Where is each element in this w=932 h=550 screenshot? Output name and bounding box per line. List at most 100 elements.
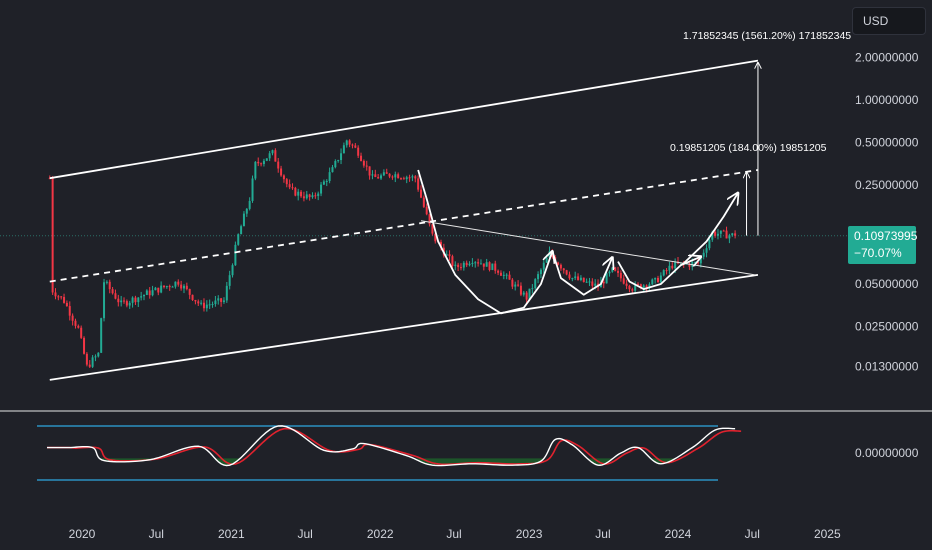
candle-body xyxy=(608,271,611,274)
candle-body xyxy=(334,161,337,168)
candle-body xyxy=(245,208,248,214)
candle-body xyxy=(668,265,671,271)
x-tick-label: 2022 xyxy=(367,527,394,541)
candle-body xyxy=(474,262,477,264)
candle-body xyxy=(425,206,428,215)
candle-body xyxy=(111,289,114,294)
x-tick-label: 2023 xyxy=(516,527,543,541)
downtrend-line[interactable] xyxy=(420,220,756,276)
cup-curve-1[interactable] xyxy=(417,169,552,315)
candle-body xyxy=(128,302,131,306)
candle-body xyxy=(662,270,665,276)
candle-body xyxy=(300,191,303,197)
candle-body xyxy=(385,172,388,174)
candle-body xyxy=(134,297,137,303)
candle-body xyxy=(271,150,274,154)
candle-body xyxy=(91,357,94,367)
x-tick-label: 2024 xyxy=(665,527,692,541)
price-candles xyxy=(48,139,737,369)
candle-body xyxy=(585,281,588,283)
candle-body xyxy=(60,296,63,298)
y-tick-label: 2.00000000 xyxy=(855,50,919,64)
candle-body xyxy=(83,337,86,354)
candle-body xyxy=(579,277,582,280)
candle-body xyxy=(248,200,251,209)
candle-body xyxy=(479,263,482,265)
channel-lower-line[interactable] xyxy=(49,273,759,381)
candle-body xyxy=(57,296,60,298)
candle-body xyxy=(414,176,417,179)
candle-body xyxy=(451,256,454,266)
candle-body xyxy=(305,194,308,199)
candle-body xyxy=(482,263,485,267)
x-tick-label: Jul xyxy=(595,527,610,541)
candle-body xyxy=(354,145,357,148)
candle-body xyxy=(374,174,377,178)
candle-body xyxy=(151,290,154,296)
candle-body xyxy=(400,178,403,180)
candle-body xyxy=(197,301,200,304)
candle-body xyxy=(100,318,103,353)
candle-body xyxy=(497,270,500,273)
candle-body xyxy=(191,294,194,301)
candle-body xyxy=(594,283,597,286)
candle-body xyxy=(351,144,354,146)
candle-body xyxy=(331,167,334,173)
candle-body xyxy=(471,262,474,264)
candle-body xyxy=(360,155,363,161)
candle-body xyxy=(528,288,531,300)
candle-body xyxy=(180,284,183,289)
candle-body xyxy=(225,285,228,301)
y-tick-label: 1.00000000 xyxy=(855,93,919,107)
axes: 2.00000000 1.00000000 0.50000000 0.25000000… xyxy=(69,50,919,541)
candle-body xyxy=(202,302,205,309)
candle-body xyxy=(251,178,254,201)
candle-body xyxy=(591,281,594,286)
candle-body xyxy=(297,191,300,196)
candle-body xyxy=(302,196,305,199)
candle-body xyxy=(68,306,71,316)
candle-body xyxy=(177,281,180,285)
candle-body xyxy=(205,304,208,309)
candle-body xyxy=(51,178,54,293)
candle-body xyxy=(277,161,280,169)
candle-body xyxy=(711,231,714,240)
candle-body xyxy=(328,172,331,182)
candle-body xyxy=(257,161,260,164)
candle-body xyxy=(120,300,123,303)
y-tick-label: 0.25000000 xyxy=(855,178,919,192)
candle-body xyxy=(659,275,662,283)
cup-curve-3[interactable] xyxy=(617,257,701,291)
candle-body xyxy=(439,241,442,248)
candle-body xyxy=(477,262,480,264)
candle-body xyxy=(702,252,705,257)
cup-curve-2[interactable] xyxy=(551,251,612,296)
candle-body xyxy=(522,292,525,295)
candle-body xyxy=(94,356,97,358)
y-tick-label: 0.50000000 xyxy=(855,136,919,150)
x-tick-label: Jul xyxy=(297,527,312,541)
candle-body xyxy=(63,297,66,303)
candle-body xyxy=(722,230,725,232)
x-tick-label: Jul xyxy=(745,527,760,541)
candle-body xyxy=(651,279,654,285)
candle-body xyxy=(465,262,468,266)
candle-body xyxy=(428,214,431,225)
candle-body xyxy=(285,179,288,185)
channel-mid-line[interactable] xyxy=(49,169,759,283)
candle-body xyxy=(143,294,146,297)
channel-upper-line[interactable] xyxy=(49,59,759,180)
breakout-curve[interactable] xyxy=(683,193,738,264)
candle-body xyxy=(157,287,160,293)
candle-body xyxy=(468,263,471,266)
candle-body xyxy=(574,276,577,279)
candle-body xyxy=(291,187,294,189)
candle-body xyxy=(348,140,351,145)
currency-label: USD xyxy=(863,14,889,28)
candle-body xyxy=(537,274,540,280)
candle-body xyxy=(140,296,143,298)
candle-body xyxy=(214,300,217,305)
candle-body xyxy=(505,274,508,276)
candle-body xyxy=(77,325,80,328)
currency-selector-button[interactable]: USD xyxy=(852,7,926,35)
